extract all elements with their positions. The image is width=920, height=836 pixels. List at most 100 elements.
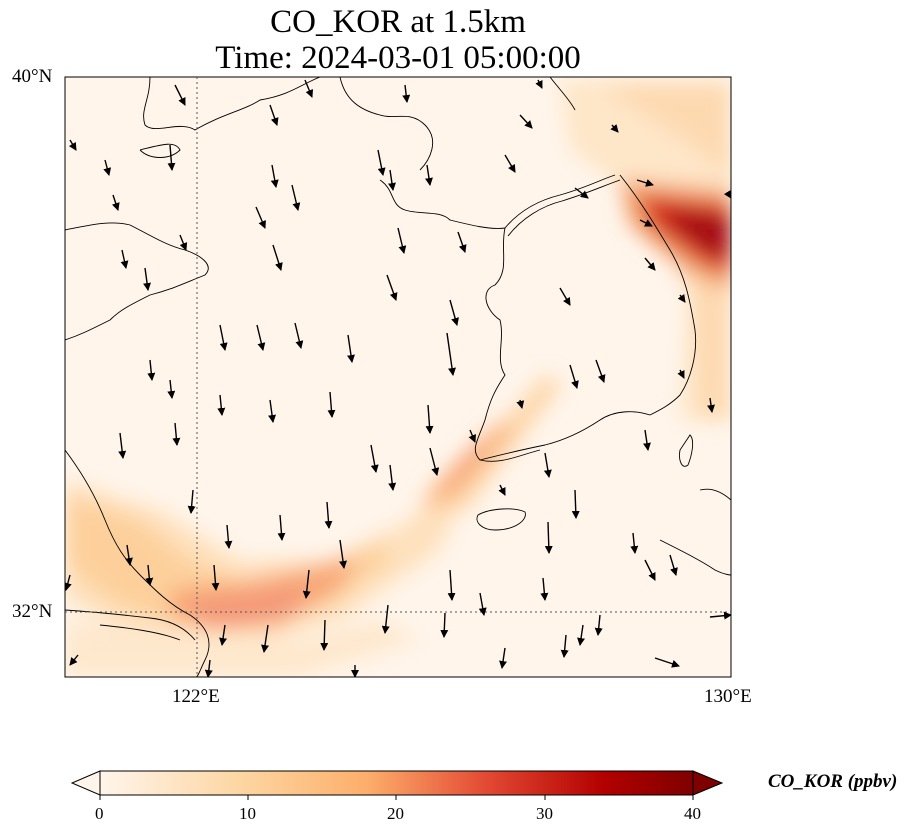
lon-label-122e: 122°E [172, 686, 220, 707]
wind-arrow [543, 452, 552, 478]
wind-arrow [65, 574, 72, 591]
wind-arrow [167, 144, 176, 171]
wind-arrow [636, 179, 654, 187]
wind-arrow [644, 257, 656, 271]
wind-arrow [449, 299, 459, 326]
wind-arrow [639, 219, 653, 227]
wind-arrow [302, 569, 311, 599]
wind-arrow [272, 244, 283, 271]
wind-arrow [402, 84, 411, 103]
colorbar [70, 770, 724, 800]
cb-tick-label-30: 30 [536, 804, 553, 823]
wind-arrow [255, 206, 266, 229]
colorbar-extend-min [70, 770, 101, 796]
wind-arrow [478, 592, 487, 616]
wind-arrow [559, 287, 571, 306]
wind-arrow [256, 324, 266, 351]
wind-arrow [145, 564, 154, 586]
wind-arrow [669, 554, 678, 576]
wind-vectors [65, 79, 731, 677]
concentration-field [65, 77, 731, 677]
wind-arrow [211, 564, 220, 591]
colorbar-gradient [99, 770, 694, 796]
wind-arrow [468, 429, 476, 443]
wind-arrow [339, 539, 347, 569]
wind-arrow [425, 164, 433, 186]
wind-arrow [677, 293, 686, 303]
cb-tick-label-40: 40 [684, 804, 701, 823]
wind-arrow [516, 399, 525, 409]
wind-arrow [654, 657, 680, 668]
wind-arrow [397, 227, 407, 254]
wind-arrow [440, 612, 449, 638]
wind-arrow [269, 104, 279, 126]
coastlines [65, 77, 731, 677]
wind-arrow [560, 634, 569, 658]
wind-arrow [179, 234, 188, 251]
wind-arrow [571, 489, 580, 519]
wind-arrow [677, 369, 685, 379]
wind-arrow [268, 399, 277, 423]
wind-arrow [103, 159, 112, 176]
wind-arrow [111, 194, 120, 211]
map-title-line2: Time: 2024-03-01 05:00:00 [215, 40, 581, 76]
wind-arrow [707, 397, 715, 413]
wind-arrow [447, 569, 456, 601]
wind-arrow [544, 521, 553, 554]
wind-arrow [68, 139, 77, 151]
wind-arrow [709, 611, 731, 620]
colorbar-label: CO_KOR (ppbv) [768, 771, 898, 792]
wind-arrow [219, 624, 227, 646]
wind-arrow [446, 332, 456, 376]
wind-arrow [630, 532, 639, 554]
wind-arrow [569, 364, 579, 389]
wind-arrow [327, 391, 336, 418]
wind-arrow [69, 654, 79, 666]
wind-arrow [574, 187, 589, 199]
wind-arrow [381, 604, 390, 634]
wind-arrow [120, 249, 129, 269]
wind-arrow [270, 164, 279, 188]
wind-arrow [304, 79, 314, 98]
wind-arrow [388, 464, 397, 491]
wind-arrow [320, 619, 329, 651]
wind-arrow [499, 647, 507, 669]
wind-arrow [377, 149, 386, 176]
wind-arrow [277, 514, 286, 541]
cb-tick-label-20: 20 [387, 804, 404, 823]
wind-arrow [147, 359, 156, 381]
wind-arrow [535, 79, 543, 89]
wind-arrow [118, 432, 127, 459]
wind-arrow [723, 189, 731, 199]
cb-tick-label-0: 0 [95, 804, 104, 823]
wind-arrow [540, 577, 549, 601]
wind-arrow [388, 169, 396, 191]
wind-arrow [294, 322, 304, 349]
wind-arrow [174, 84, 186, 106]
wind-arrow [143, 267, 152, 291]
wind-arrow [643, 429, 651, 451]
wind-arrow [457, 231, 467, 253]
colorbar-extend-max [692, 770, 724, 796]
wind-arrow [347, 334, 355, 363]
wind-arrow [386, 274, 398, 301]
wind-arrow [519, 114, 533, 129]
wind-arrow [594, 614, 603, 636]
wind-arrow [204, 659, 213, 677]
wind-arrow [167, 379, 176, 399]
cb-tick-label-10: 10 [239, 804, 256, 823]
wind-arrow [172, 422, 181, 446]
wind-arrow [504, 154, 516, 173]
wind-arrow [219, 324, 228, 351]
wind-arrow [187, 489, 196, 514]
wind-arrow [291, 184, 301, 211]
wind-arrow [498, 484, 506, 496]
lon-label-130e: 130°E [704, 686, 752, 707]
wind-arrow [224, 524, 233, 549]
wind-arrow [610, 124, 619, 133]
lat-label-40n: 40°N [12, 66, 53, 87]
wind-arrow [577, 624, 585, 646]
map-frame [64, 76, 732, 678]
wind-arrow [425, 404, 434, 434]
